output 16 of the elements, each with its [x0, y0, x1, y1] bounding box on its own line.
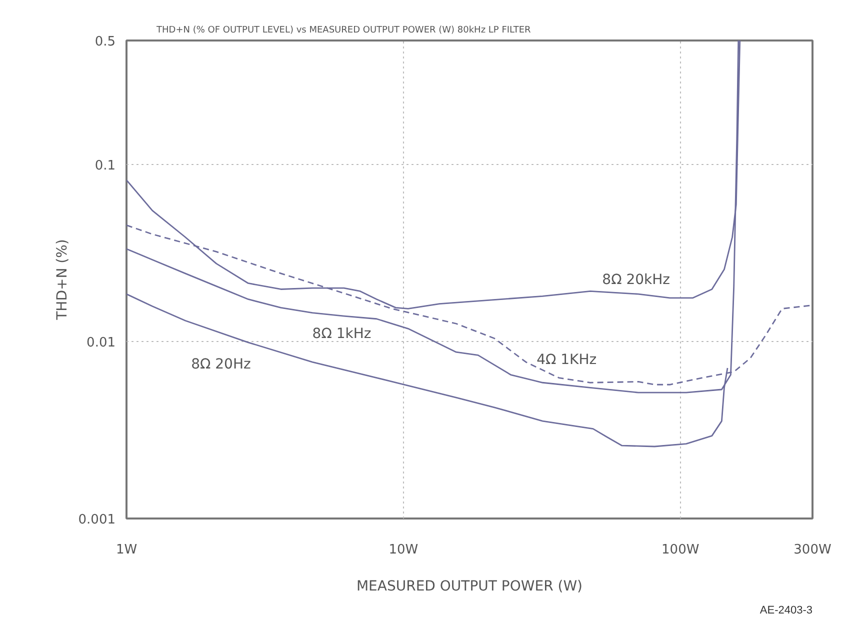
text: AE-2403-3: [760, 604, 813, 616]
y-axis-title: THD+N (%): [54, 239, 70, 321]
chart-title: THD+N (% OF OUTPUT LEVEL) vs MEASURED OUTPUT POWER (W) 80kHz LP FILTER: [156, 26, 531, 36]
x-tick-label: 300W: [794, 542, 832, 558]
x-axis-title: MEASURED OUTPUT POWER (W): [356, 578, 583, 594]
series-label: 8Ω 20Hz: [191, 356, 251, 372]
series-label: 8Ω 20kHz: [602, 272, 670, 288]
x-tick-label: 10W: [388, 542, 418, 558]
x-tick-label: 1W: [116, 542, 138, 558]
y-tick-label: 0.1: [94, 158, 116, 174]
y-tick-label: 0.001: [78, 512, 116, 528]
series-label: 8Ω 1kHz: [312, 326, 372, 342]
y-tick-label: 0.01: [86, 335, 116, 350]
y-tick-label: 0.5: [94, 34, 116, 50]
x-tick-label: 100W: [662, 542, 700, 558]
series-label: 4Ω 1KHz: [536, 352, 597, 368]
